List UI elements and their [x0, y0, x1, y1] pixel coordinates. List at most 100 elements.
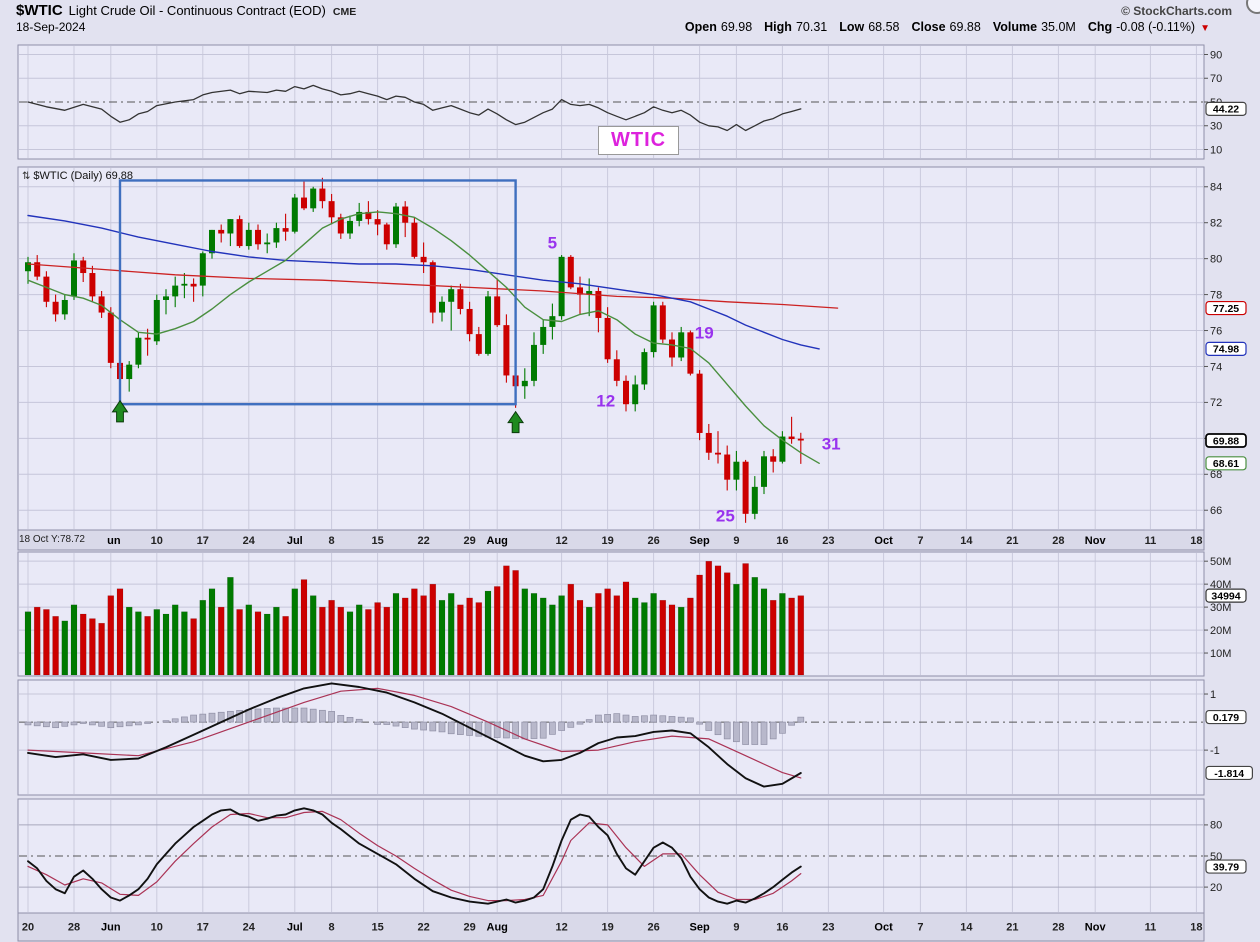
- x-axis-label: 19: [601, 535, 613, 547]
- svg-text:44.22: 44.22: [1213, 104, 1239, 116]
- x-axis-label: 18: [1190, 922, 1202, 934]
- x-axis-label: 14: [960, 535, 973, 547]
- chart-date: 18-Sep-2024: [16, 20, 86, 34]
- quote-change: Chg -0.08 (-0.11%): [1087, 20, 1196, 34]
- x-axis-label: Nov: [1085, 922, 1107, 934]
- svg-text:39.79: 39.79: [1213, 861, 1239, 873]
- y-axis-label: -1: [1210, 745, 1220, 757]
- y-axis-label: 84: [1210, 182, 1222, 194]
- x-axis-label: 22: [417, 922, 429, 934]
- x-axis-label: 11: [1145, 535, 1157, 547]
- copyright-label: © StockCharts.com: [1121, 4, 1232, 18]
- instrument-name: Light Crude Oil - Continuous Contract (E…: [68, 3, 326, 18]
- svg-text:74.98: 74.98: [1213, 344, 1239, 356]
- chg-dropdown-icon[interactable]: ▼: [1200, 23, 1210, 34]
- svg-text:34994: 34994: [1211, 590, 1240, 602]
- x-axis-label: Sep: [690, 535, 710, 547]
- x-axis-label: 26: [647, 535, 659, 547]
- last-value-bubble: [1205, 300, 1247, 316]
- panel-macd: [17, 679, 1205, 796]
- help-icon[interactable]: [1246, 0, 1260, 14]
- y-axis-label: 50M: [1210, 556, 1231, 568]
- x-axis-label: 11: [1145, 922, 1157, 934]
- candlesticks: [25, 177, 804, 523]
- y-axis-label: 78: [1210, 289, 1222, 301]
- y-axis-label: 72: [1210, 397, 1222, 409]
- y-axis-label: 40M: [1210, 579, 1231, 591]
- quote-low: Low 68.58: [839, 20, 900, 34]
- svg-text:-1.814: -1.814: [1214, 768, 1244, 780]
- y-axis-label: 10: [1210, 144, 1222, 156]
- x-axis-label: Oct: [874, 922, 893, 934]
- x-axis-label: 21: [1006, 922, 1018, 934]
- cycle-label[interactable]: 5: [548, 233, 557, 252]
- x-axis-label: 14: [960, 922, 973, 934]
- exchange-label: CME: [332, 6, 357, 18]
- panel-main: [17, 166, 1205, 531]
- last-value-bubble: [1205, 456, 1247, 471]
- x-axis-label: 7: [917, 922, 923, 934]
- wtic-callout: WTIC: [598, 126, 680, 155]
- quote-high: High 70.31: [764, 20, 828, 34]
- cycle-label[interactable]: 19: [695, 323, 714, 342]
- x-axis-label: Sep: [690, 922, 710, 934]
- last-value-bubble: [1205, 709, 1247, 725]
- svg-text:69.88: 69.88: [1213, 435, 1239, 447]
- y-axis-label: 82: [1210, 218, 1222, 230]
- quote-summary: Open 69.98 High 70.31 Low 68.58 Close 69.88 …: [673, 20, 1210, 34]
- x-axis-label: 19: [601, 922, 613, 934]
- x-axis-label: 16: [776, 922, 788, 934]
- x-axis-label: 20: [22, 922, 34, 934]
- x-axis-label: 17: [197, 922, 209, 934]
- last-value-bubble: [1205, 765, 1254, 781]
- x-axis-label: Jul: [287, 535, 303, 547]
- x-axis-label: 24: [243, 535, 256, 547]
- up-arrow-annotation[interactable]: [507, 410, 525, 434]
- x-axis-label: 28: [1052, 922, 1064, 934]
- x-axis-label: 26: [647, 922, 659, 934]
- up-arrow-annotation[interactable]: [111, 399, 129, 423]
- svg-text:0.179: 0.179: [1213, 712, 1239, 724]
- x-axis-label: 12: [555, 922, 567, 934]
- chart-header: $WTIC Light Crude Oil - Continuous Contr…: [0, 0, 1260, 34]
- y-axis-label: 1: [1210, 689, 1216, 701]
- y-axis-label: 68: [1210, 469, 1222, 481]
- last-value-bubble: [1205, 101, 1247, 116]
- panel-stoch: [17, 798, 1205, 914]
- annotation-rectangle[interactable]: [118, 179, 517, 406]
- date-axis-strip: [17, 912, 1205, 942]
- y-axis-label: 20: [1210, 882, 1222, 894]
- crosshair-readout: 18 Oct Y:78.72: [19, 531, 107, 548]
- x-axis-label: 9: [733, 535, 739, 547]
- x-axis-label: 16: [776, 535, 788, 547]
- x-axis-label: Nov: [1085, 535, 1107, 547]
- x-axis-label: Aug: [487, 535, 508, 547]
- x-axis-label: 9: [733, 922, 739, 934]
- cycle-label[interactable]: 12: [596, 392, 615, 411]
- cycle-label[interactable]: 25: [716, 507, 735, 526]
- x-axis-label: 23: [822, 535, 834, 547]
- x-axis-label: 21: [1006, 535, 1018, 547]
- x-axis-label: 7: [917, 535, 923, 547]
- x-axis-label: Jun: [101, 922, 121, 934]
- x-axis-label: 18: [1190, 535, 1202, 547]
- x-axis-label: 23: [822, 922, 834, 934]
- x-axis-label: 15: [371, 535, 383, 547]
- cycle-label[interactable]: 31: [822, 435, 841, 454]
- symbol-label: $WTIC: [16, 2, 63, 19]
- y-axis-label: 80: [1210, 253, 1222, 265]
- y-axis-label: 10M: [1210, 648, 1231, 660]
- x-axis-label: 28: [68, 922, 80, 934]
- x-axis-label: 8: [329, 922, 335, 934]
- x-axis-label: 17: [197, 535, 209, 547]
- chart-type-icon: ⇅: [22, 171, 31, 182]
- x-axis-label: 24: [243, 922, 256, 934]
- chart-legend: ⇅ $WTIC (Daily) 69.88: [22, 170, 133, 182]
- quote-volume: Volume 35.0M: [992, 20, 1076, 34]
- y-axis-label: 80: [1210, 820, 1222, 832]
- y-axis-label: 20M: [1210, 625, 1231, 637]
- y-axis-label: 90: [1210, 49, 1222, 61]
- y-axis-label: 70: [1210, 73, 1222, 85]
- last-value-bubble: [1205, 433, 1247, 448]
